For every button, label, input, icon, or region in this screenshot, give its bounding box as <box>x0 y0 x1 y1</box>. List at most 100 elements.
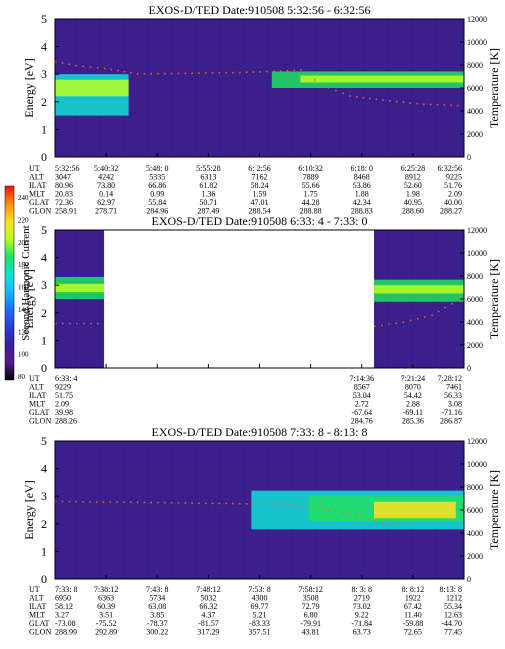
plasma-line-point <box>170 502 173 504</box>
y2-tick-label: 8000 <box>467 61 483 70</box>
orbit-value: 6.80 <box>304 611 318 620</box>
plasma-line-point <box>109 501 112 503</box>
plasma-line-point <box>293 504 296 507</box>
orbit-value: 5032 <box>200 594 216 603</box>
plasma-line-point <box>157 72 159 75</box>
orbit-value: 284.76 <box>351 417 373 426</box>
plasma-line-point <box>218 72 221 74</box>
y2-tick-label: 12000 <box>467 437 487 446</box>
plasma-line-point <box>97 322 99 325</box>
orbit-value: 4242 <box>98 173 114 182</box>
y2-tick-label: 12000 <box>467 226 487 235</box>
y-axis-label: Energy [eV] <box>22 480 36 539</box>
plasma-line-point <box>424 316 426 318</box>
plasma-line-point <box>279 503 282 505</box>
orbit-value: 12.63 <box>444 611 462 620</box>
orbit-value: 58.12 <box>55 602 73 611</box>
plasma-line-point <box>104 67 106 70</box>
orbit-value: 300.22 <box>146 628 168 637</box>
plasma-line-point <box>328 87 330 89</box>
y2-tick-label: 4000 <box>467 529 483 538</box>
y2-tick-label: 6000 <box>467 506 483 515</box>
orbit-value: 5:55:28 <box>196 164 220 173</box>
orbit-value: 72.65 <box>404 628 422 637</box>
orbit-value: 1.59 <box>253 190 267 199</box>
orbit-value: 5335 <box>149 173 165 182</box>
orbit-value: 60.39 <box>97 602 115 611</box>
plasma-line-point <box>204 502 207 504</box>
panel-title: EXOS-D/TED Date:910508 5:32:56 - 6:32:56 <box>149 3 371 17</box>
plasma-line-point <box>390 524 392 526</box>
orbit-value: 50.71 <box>199 198 217 207</box>
orbit-row-label: GLAT <box>29 619 50 628</box>
plasma-line-point <box>123 70 126 73</box>
plasma-line-point <box>102 501 105 503</box>
orbit-row-label: ILAT <box>29 602 46 611</box>
orbit-value: 292.89 <box>95 628 117 637</box>
intensity-band <box>55 283 105 293</box>
orbit-value: 11.40 <box>404 611 422 620</box>
intensity-band <box>300 75 464 83</box>
plasma-line-point <box>362 96 365 99</box>
y-tick-label: 3 <box>41 67 47 81</box>
orbit-value: 42.34 <box>353 198 371 207</box>
orbit-row-label: GLON <box>29 417 51 426</box>
orbit-value: 7:28:12 <box>438 374 462 383</box>
y-tick-label: 2 <box>41 95 47 109</box>
plasma-line-point <box>143 73 146 75</box>
orbit-value: 51.75 <box>55 391 73 400</box>
orbit-value: 62.97 <box>97 198 115 207</box>
orbit-value: 47.01 <box>251 198 269 207</box>
plasma-line-point <box>402 321 405 323</box>
orbit-value: 1.98 <box>406 190 420 199</box>
plasma-line-point <box>89 66 92 68</box>
orbit-value: 2719 <box>354 594 370 603</box>
plasma-line-point <box>239 502 241 505</box>
orbit-row-label: UT <box>29 374 40 383</box>
plasma-line-point <box>355 514 358 517</box>
y-axis-label: Energy [eV] <box>22 269 36 328</box>
orbit-value: 278.71 <box>95 207 117 216</box>
plasma-line-point <box>450 104 452 106</box>
y2-tick-label: 12000 <box>467 15 487 24</box>
plasma-line-point <box>431 314 433 317</box>
orbit-value: 288.99 <box>55 628 77 637</box>
plasma-line-point <box>388 323 390 326</box>
plasma-line-point <box>164 72 166 75</box>
colorbar-tick-label: 220 <box>18 216 29 224</box>
y2-tick-label: 6000 <box>467 84 483 93</box>
orbit-row-label: GLAT <box>29 198 50 207</box>
plasma-line-point <box>198 72 200 74</box>
plasma-line-point <box>62 322 64 325</box>
plasma-line-point <box>218 502 221 505</box>
orbit-value: 1.36 <box>201 190 215 199</box>
orbit-value: 6:33: 4 <box>55 374 77 383</box>
plasma-line-point <box>96 66 99 69</box>
orbit-value: 5734 <box>149 594 165 603</box>
orbit-value: 9.22 <box>355 611 369 620</box>
plasma-line-point <box>130 72 132 74</box>
plasma-line-point <box>266 70 268 73</box>
y-tick-label: 1 <box>41 544 47 558</box>
y2-tick-label: 10000 <box>467 460 487 469</box>
plasma-line-point <box>245 71 248 74</box>
orbit-value: 55.66 <box>302 181 320 190</box>
y-tick-label: 3 <box>41 278 47 292</box>
orbit-value: 54.42 <box>404 391 422 400</box>
plasma-line-point <box>75 64 77 67</box>
orbit-value: -59.88 <box>403 619 424 628</box>
orbit-value: 7:53: 8 <box>248 585 270 594</box>
plasma-line-point <box>232 71 234 74</box>
plasma-line-point <box>328 509 330 511</box>
plasma-line-point <box>436 104 439 106</box>
y-tick-label: 4 <box>41 462 47 476</box>
plasma-line-point <box>89 501 91 503</box>
colorbar-scale <box>4 185 15 381</box>
orbit-value: 1.75 <box>304 190 318 199</box>
y2-tick-label: 2000 <box>467 130 483 139</box>
orbit-value: 2.09 <box>448 190 462 199</box>
orbit-value: -75.52 <box>96 619 117 628</box>
